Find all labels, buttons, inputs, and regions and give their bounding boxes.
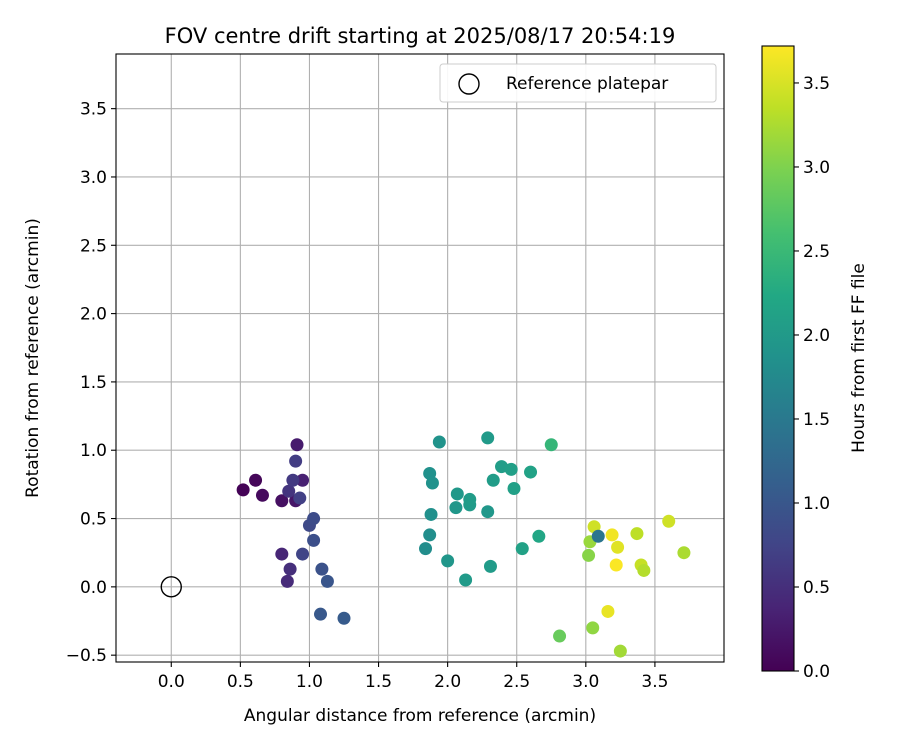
colorbar-tick-label: 3.5 <box>803 74 830 94</box>
scatter-point <box>290 438 304 452</box>
y-tick-label: 0.5 <box>80 510 107 530</box>
scatter-point <box>320 574 334 588</box>
scatter-point <box>504 462 518 476</box>
colorbar-label: Hours from first FF file <box>849 263 869 453</box>
scatter-point <box>483 559 497 573</box>
x-tick-label: 1.5 <box>365 672 392 692</box>
legend-entry-label: Reference platepar <box>506 74 668 94</box>
scatter-point <box>419 542 433 556</box>
scatter-point <box>337 611 351 625</box>
scatter-point <box>307 512 321 526</box>
scatter-point <box>677 546 691 560</box>
scatter-point <box>486 473 500 487</box>
scatter-point <box>283 562 297 576</box>
y-tick-label: 3.5 <box>80 100 107 120</box>
x-tick-label: 3.0 <box>572 672 599 692</box>
scatter-point <box>289 454 303 468</box>
scatter-point <box>307 533 321 547</box>
data-points <box>236 431 691 658</box>
legend-marker-icon <box>458 73 480 95</box>
reference-point-marker <box>160 576 182 598</box>
grid-lines <box>116 54 724 662</box>
scatter-point <box>611 540 625 554</box>
scatter-point <box>605 528 619 542</box>
scatter-point <box>282 484 296 498</box>
scatter-point <box>515 542 529 556</box>
y-tick-label: 3.0 <box>80 168 107 188</box>
scatter-point <box>591 529 605 543</box>
y-tick-label: 2.0 <box>80 305 107 325</box>
colorbar-ticks: 0.0 0.5 1.0 1.5 2.0 2.5 3.0 3.5 <box>794 74 830 682</box>
colorbar <box>761 45 795 672</box>
plot-frame <box>115 53 725 663</box>
scatter-point <box>524 465 538 479</box>
chart-title: FOV centre drift starting at 2025/08/17 … <box>165 24 676 48</box>
scatter-point <box>449 501 463 515</box>
scatter-point <box>601 604 615 618</box>
scatter-point <box>314 607 328 621</box>
x-tick-label: 2.5 <box>503 672 530 692</box>
scatter-point <box>296 547 310 561</box>
scatter-point <box>441 554 455 568</box>
scatter-point <box>544 438 558 452</box>
scatter-point <box>236 483 250 497</box>
x-tick-label: 3.5 <box>641 672 668 692</box>
colorbar-tick-label: 0.5 <box>803 578 830 598</box>
scatter-point <box>613 644 627 658</box>
y-tick-label: 0.0 <box>80 578 107 598</box>
scatter-point <box>249 473 263 487</box>
scatter-point <box>424 507 438 521</box>
scatter-point <box>630 527 644 541</box>
colorbar-tick-label: 3.0 <box>803 158 830 178</box>
x-axis-ticks: 0.0 0.5 1.0 1.5 2.0 2.5 3.0 3.5 <box>158 662 668 692</box>
scatter-point <box>275 547 289 561</box>
scatter-point <box>481 431 495 445</box>
colorbar-tick-label: 1.0 <box>803 494 830 514</box>
scatter-point <box>296 473 310 487</box>
scatter-point <box>432 435 446 449</box>
legend: Reference platepar <box>439 63 717 103</box>
y-axis-ticks: −0.5 0.0 0.5 1.0 1.5 2.0 2.5 3.0 3.5 <box>66 100 116 666</box>
scatter-point <box>609 558 623 572</box>
colorbar-tick-label: 0.0 <box>803 662 830 682</box>
colorbar-tick-label: 2.0 <box>803 326 830 346</box>
scatter-point <box>637 563 651 577</box>
scatter-point <box>532 529 546 543</box>
colorbar-tick-label: 1.5 <box>803 410 830 430</box>
scatter-point <box>463 492 477 506</box>
scatter-point <box>293 491 307 505</box>
x-tick-label: 0.0 <box>158 672 185 692</box>
scatter-point <box>507 481 521 495</box>
scatter-point <box>315 562 329 576</box>
y-tick-label: 1.0 <box>80 441 107 461</box>
scatter-point <box>255 488 269 502</box>
y-axis-label: Rotation from reference (arcmin) <box>23 218 43 498</box>
x-axis-label: Angular distance from reference (arcmin) <box>244 706 596 726</box>
scatter-point <box>553 629 567 643</box>
x-tick-label: 2.0 <box>434 672 461 692</box>
legend-box <box>439 63 717 103</box>
plot-area <box>116 54 724 662</box>
scatter-point <box>450 487 464 501</box>
scatter-point <box>662 514 676 528</box>
colorbar-tick-label: 2.5 <box>803 242 830 262</box>
scatter-point <box>280 574 294 588</box>
y-tick-label: 2.5 <box>80 236 107 256</box>
scatter-point <box>582 548 596 562</box>
scatter-point <box>481 505 495 519</box>
scatter-point <box>423 528 437 542</box>
x-tick-label: 1.0 <box>296 672 323 692</box>
scatter-point <box>425 476 439 490</box>
scatter-point <box>286 473 300 487</box>
scatter-point <box>275 494 289 508</box>
x-tick-label: 0.5 <box>227 672 254 692</box>
y-tick-label: −0.5 <box>66 646 107 666</box>
y-tick-label: 1.5 <box>80 373 107 393</box>
scatter-point <box>459 573 473 587</box>
scatter-point <box>586 621 600 635</box>
